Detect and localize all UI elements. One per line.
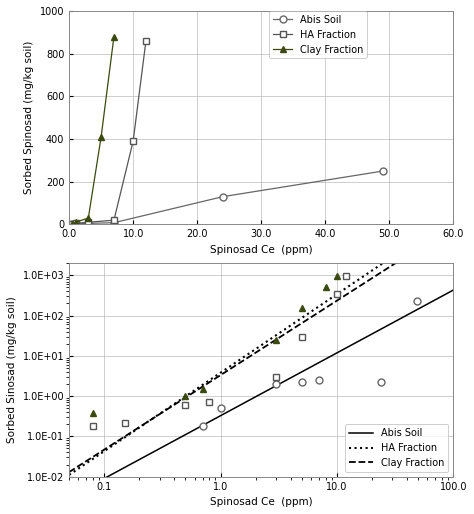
Abis Soil bbox=[70, 221, 75, 227]
HA Fraction bbox=[143, 38, 149, 44]
Y-axis label: Sorbed Sinosad (mg/kg soil): Sorbed Sinosad (mg/kg soil) bbox=[7, 297, 17, 443]
X-axis label: Spinosad Ce  (ppm): Spinosad Ce (ppm) bbox=[210, 245, 312, 255]
X-axis label: Spinosad Ce  (ppm): Spinosad Ce (ppm) bbox=[210, 497, 312, 507]
Clay Fraction bbox=[70, 221, 75, 227]
Abis Soil bbox=[85, 221, 91, 227]
HA Fraction bbox=[73, 221, 78, 227]
Abis Soil bbox=[73, 221, 78, 227]
Abis Soil bbox=[220, 194, 226, 200]
Legend: Abis Soil, HA Fraction, Clay Fraction: Abis Soil, HA Fraction, Clay Fraction bbox=[345, 424, 448, 472]
Line: Abis Soil: Abis Soil bbox=[69, 168, 386, 228]
Clay Fraction bbox=[111, 33, 117, 40]
HA Fraction bbox=[130, 138, 136, 144]
Line: Clay Fraction: Clay Fraction bbox=[69, 33, 118, 228]
Y-axis label: Sorbed Spinosad (mg/kg soil): Sorbed Spinosad (mg/kg soil) bbox=[24, 41, 34, 194]
HA Fraction bbox=[70, 221, 75, 227]
Clay Fraction bbox=[85, 215, 91, 221]
Legend: Abis Soil, HA Fraction, Clay Fraction: Abis Soil, HA Fraction, Clay Fraction bbox=[269, 11, 367, 59]
HA Fraction bbox=[85, 219, 91, 225]
Clay Fraction bbox=[73, 219, 78, 225]
Line: HA Fraction: HA Fraction bbox=[69, 38, 149, 228]
Clay Fraction bbox=[98, 134, 104, 140]
Abis Soil bbox=[380, 168, 386, 174]
Abis Soil bbox=[111, 219, 117, 226]
HA Fraction bbox=[111, 217, 117, 223]
